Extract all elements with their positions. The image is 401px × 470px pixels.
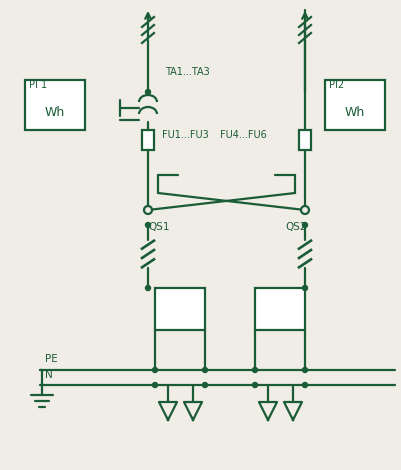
Text: PI 1: PI 1 [29,80,47,90]
Circle shape [152,383,158,387]
Text: FU1...FU3: FU1...FU3 [162,130,209,140]
Text: Wh: Wh [345,106,365,119]
Circle shape [302,222,308,227]
Circle shape [146,89,150,94]
Text: TA1...TA3: TA1...TA3 [165,67,210,77]
Circle shape [302,368,308,373]
Circle shape [146,285,150,290]
Bar [255,288,305,330]
Text: PE: PE [45,354,58,364]
Circle shape [253,383,257,387]
Text: N: N [45,370,53,380]
Bar [25,80,85,130]
Text: PI2: PI2 [329,80,344,90]
Text: QS2: QS2 [285,222,306,232]
Circle shape [301,206,309,214]
Text: QS1: QS1 [148,222,170,232]
Circle shape [203,368,207,373]
Circle shape [146,222,150,227]
Bar [299,130,311,150]
Circle shape [302,285,308,290]
Circle shape [203,383,207,387]
Circle shape [253,368,257,373]
Bar [155,288,205,330]
Text: Wh: Wh [45,106,65,119]
Circle shape [152,368,158,373]
Text: FU4...FU6: FU4...FU6 [220,130,267,140]
Bar [325,80,385,130]
Circle shape [302,383,308,387]
Bar [142,130,154,150]
Circle shape [144,206,152,214]
